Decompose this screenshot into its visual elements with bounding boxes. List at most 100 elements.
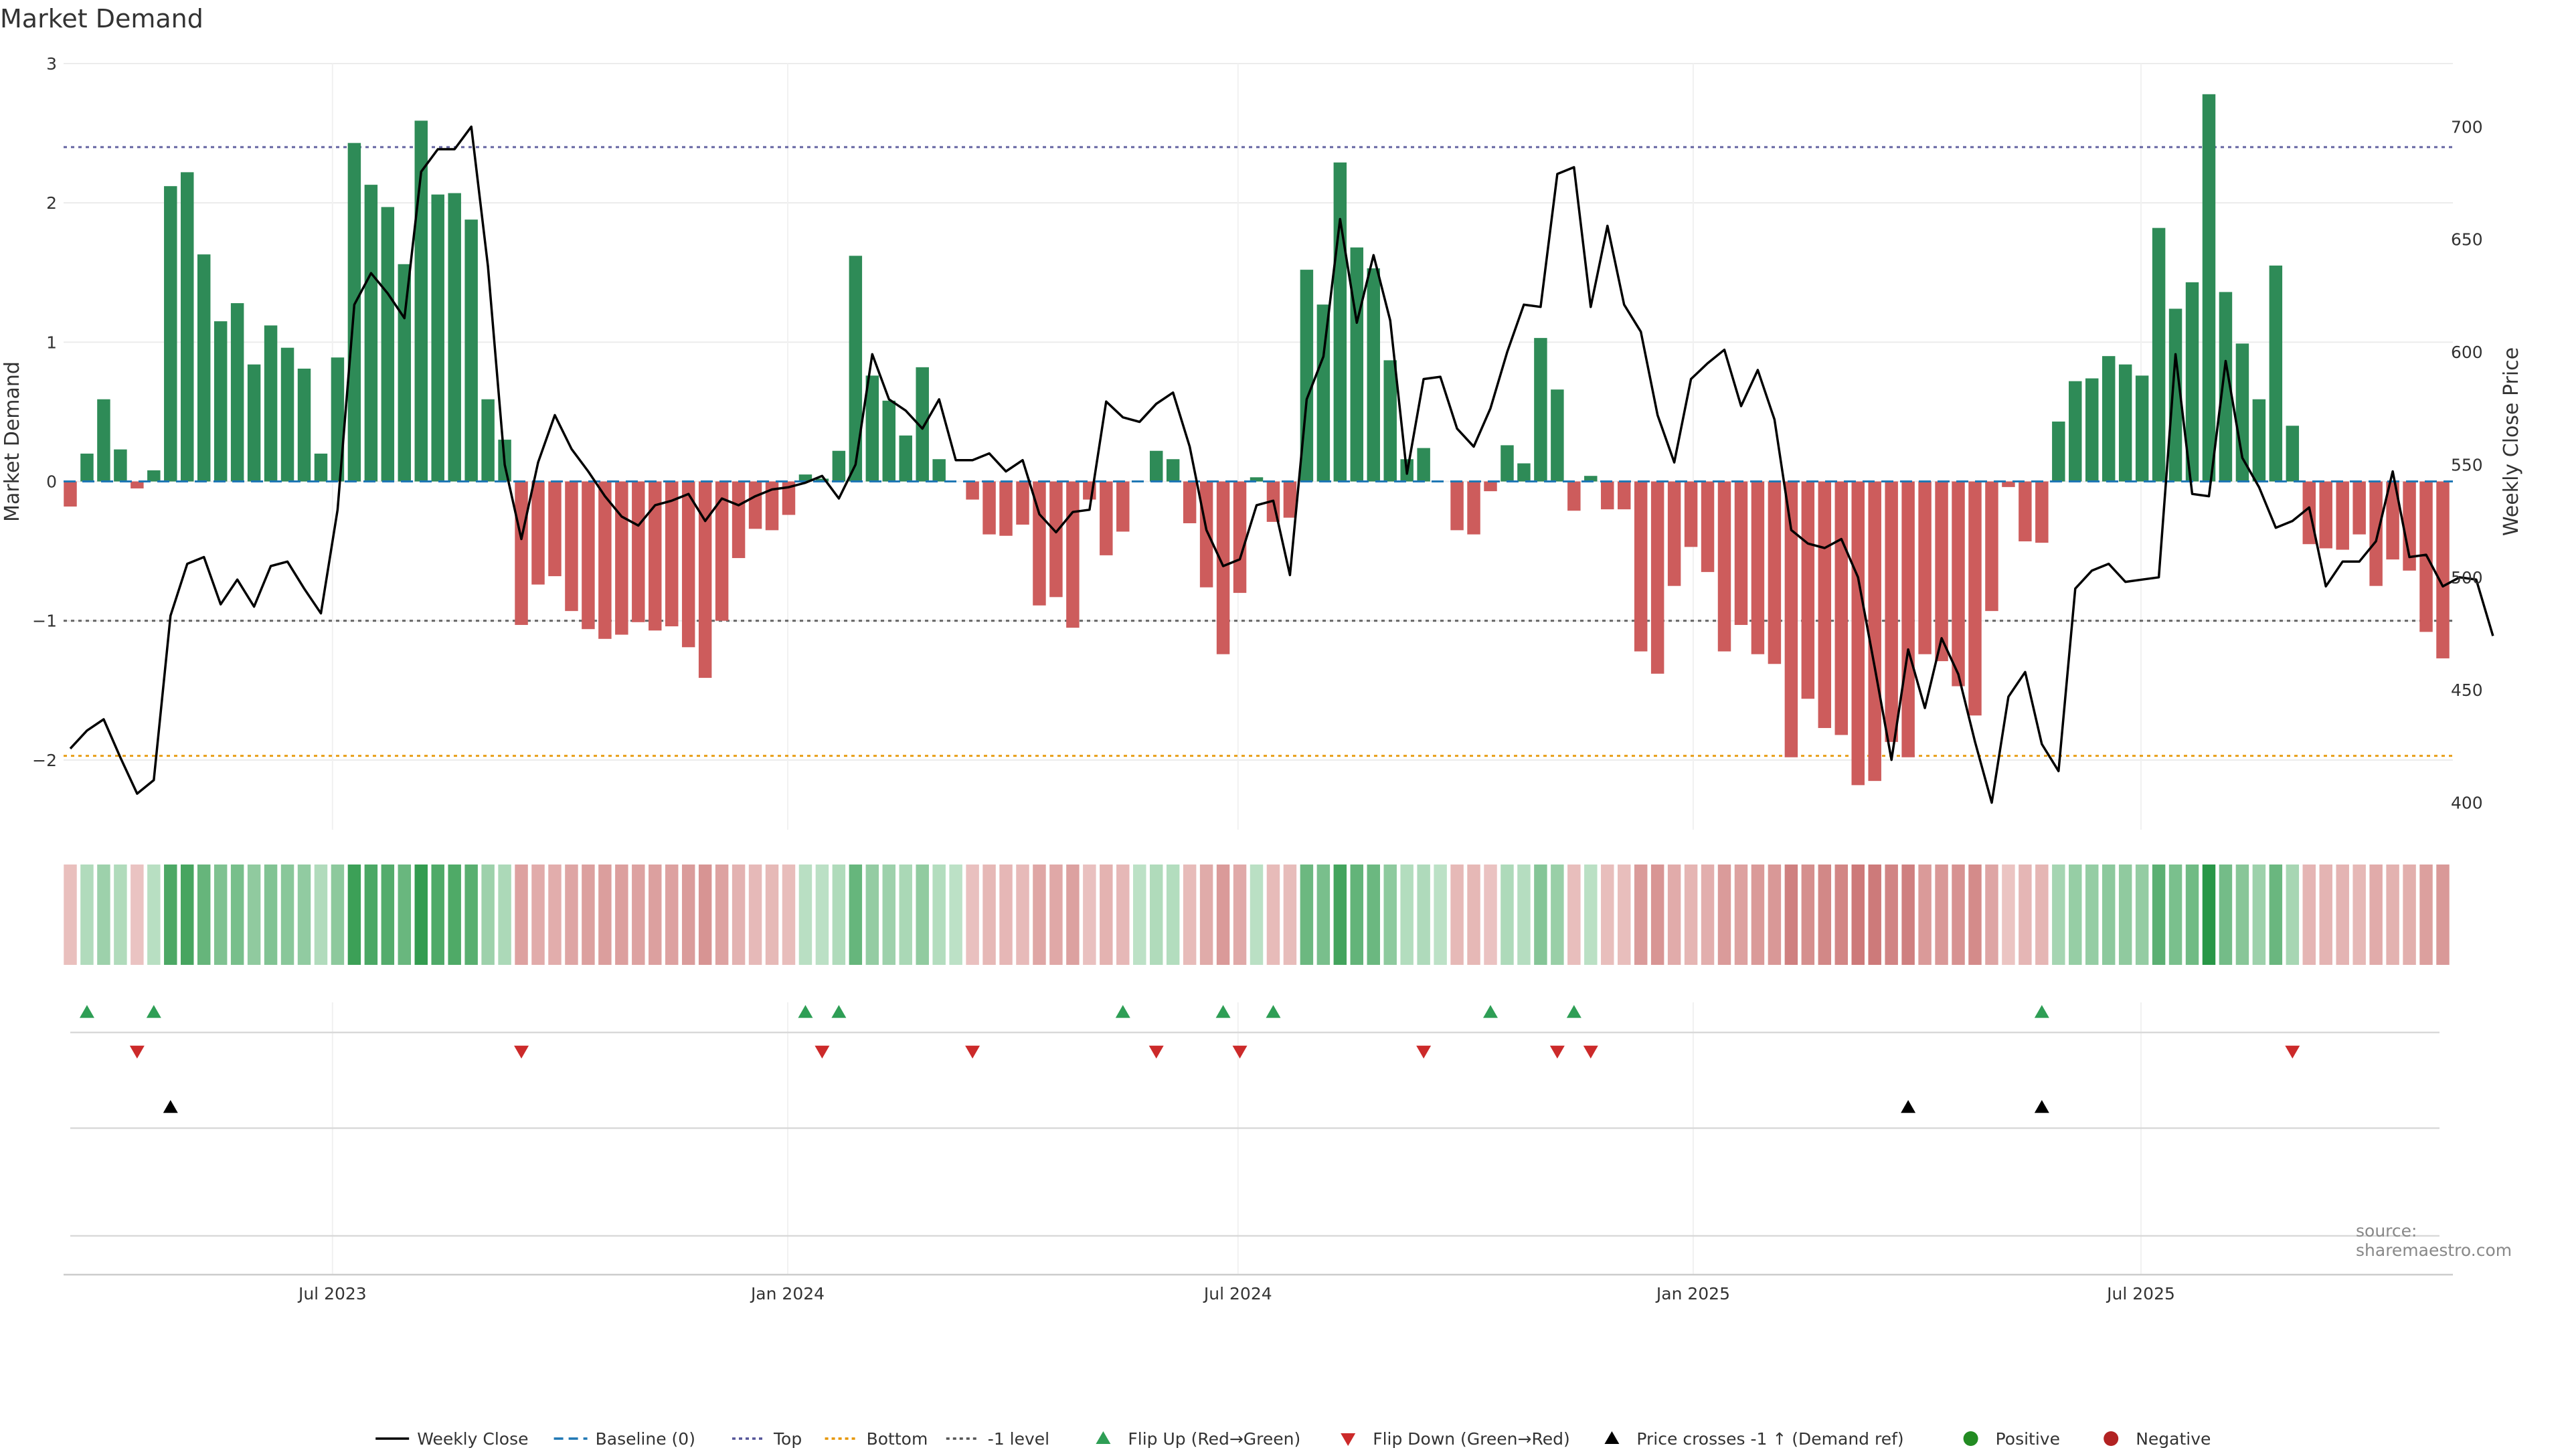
heat-cell <box>765 864 779 965</box>
demand-bar <box>665 481 679 627</box>
heat-cell <box>982 864 996 965</box>
demand-bar <box>1333 162 1347 482</box>
heat-cell <box>1717 864 1731 965</box>
y-tick-label: 0 <box>46 472 57 492</box>
demand-bar <box>1634 481 1648 652</box>
demand-bar <box>832 450 846 482</box>
heat-cell <box>2135 864 2149 965</box>
heat-cell <box>1100 864 1113 965</box>
heat-cell <box>2286 864 2300 965</box>
legend-label: Flip Down (Green→Red) <box>1373 1429 1570 1449</box>
demand-bar <box>131 481 144 488</box>
legend-item: Flip Down (Green→Red) <box>1341 1429 1570 1449</box>
heat-cell <box>1567 864 1581 965</box>
heat-cell <box>1985 864 1998 965</box>
heat-cell <box>899 864 912 965</box>
heat-cell <box>1517 864 1531 965</box>
demand-bar <box>1033 481 1046 606</box>
demand-bar <box>882 400 896 482</box>
demand-bar <box>1551 389 1564 482</box>
demand-bar <box>2369 481 2383 586</box>
demand-bar <box>1601 481 1614 510</box>
demand-bar <box>1952 481 1965 687</box>
legend-label: Price crosses -1 ↑ (Demand ref) <box>1636 1429 1903 1449</box>
demand-bar <box>2118 364 2132 482</box>
demand-bar <box>1016 481 1029 525</box>
heat-cell <box>1801 864 1815 965</box>
demand-bar <box>1216 481 1230 654</box>
demand-bar <box>114 449 127 482</box>
x-tick-label: Jul 2024 <box>1203 1284 1272 1303</box>
y2-tick-label: 550 <box>2451 455 2483 474</box>
legend-item: Top <box>732 1429 802 1449</box>
demand-bar <box>615 481 628 635</box>
heat-cell <box>865 864 879 965</box>
heat-cell <box>431 864 444 965</box>
heat-cell <box>230 864 244 965</box>
heat-cell <box>414 864 428 965</box>
heat-cell <box>1383 864 1397 965</box>
demand-bar <box>1617 481 1631 510</box>
heat-cell <box>1066 864 1080 965</box>
demand-bar <box>2252 399 2266 482</box>
legend-label: Top <box>773 1429 802 1449</box>
heat-cell <box>2436 864 2450 965</box>
demand-bar <box>414 120 428 482</box>
demand-bar <box>2235 343 2249 482</box>
demand-bar <box>1818 481 1832 729</box>
demand-bar <box>2352 481 2366 535</box>
flip-up-marker <box>2034 1005 2049 1018</box>
heat-cell <box>1400 864 1414 965</box>
demand-bar <box>247 364 261 482</box>
heat-cell <box>181 864 194 965</box>
demand-bar <box>531 481 545 585</box>
heat-cell <box>2102 864 2116 965</box>
heat-cell <box>815 864 829 965</box>
demand-bars <box>64 94 2453 786</box>
heat-cell <box>1501 864 1514 965</box>
legend-label: Weekly Close <box>417 1429 528 1449</box>
demand-bar <box>2102 356 2116 482</box>
demand-bar <box>1199 481 1213 587</box>
heat-cell <box>164 864 177 965</box>
y2-tick-label: 500 <box>2451 568 2483 587</box>
demand-bar <box>2069 381 2082 482</box>
demand-bar <box>1834 481 1849 735</box>
heat-cell <box>1918 864 1932 965</box>
legend-label: -1 level <box>988 1429 1049 1449</box>
demand-bar <box>1851 481 1865 786</box>
heat-strip <box>64 864 2450 965</box>
heat-cell <box>1333 864 1347 965</box>
demand-bar <box>2386 481 2399 560</box>
heat-cell <box>1233 864 1247 965</box>
heat-cell <box>615 864 628 965</box>
flip-down-marker <box>1549 1045 1565 1059</box>
heat-cell <box>515 864 528 965</box>
heat-cell <box>1116 864 1130 965</box>
heat-cell <box>2336 864 2349 965</box>
heat-cell <box>1601 864 1614 965</box>
demand-bar <box>815 478 829 482</box>
demand-bar <box>1567 481 1581 511</box>
heat-cell <box>849 864 863 965</box>
demand-bar <box>181 172 194 482</box>
heat-cell <box>1367 864 1380 965</box>
y-tick-label: 2 <box>46 193 57 213</box>
heat-cell <box>2235 864 2249 965</box>
heat-cell <box>314 864 328 965</box>
heat-cell <box>1083 864 1096 965</box>
demand-bar <box>899 435 912 482</box>
flip-down-marker <box>129 1045 145 1059</box>
demand-bar <box>80 453 94 482</box>
heat-cell <box>114 864 127 965</box>
chart-title: Market Demand <box>0 4 203 33</box>
heat-cell <box>364 864 378 965</box>
demand-bar <box>2019 481 2032 542</box>
demand-bar <box>2219 292 2233 482</box>
heat-cell <box>1283 864 1297 965</box>
heat-cell <box>280 864 294 965</box>
heat-cell <box>2252 864 2266 965</box>
heat-cell <box>1868 864 1881 965</box>
demand-bar <box>1968 481 1982 716</box>
heat-cell <box>1450 864 1464 965</box>
